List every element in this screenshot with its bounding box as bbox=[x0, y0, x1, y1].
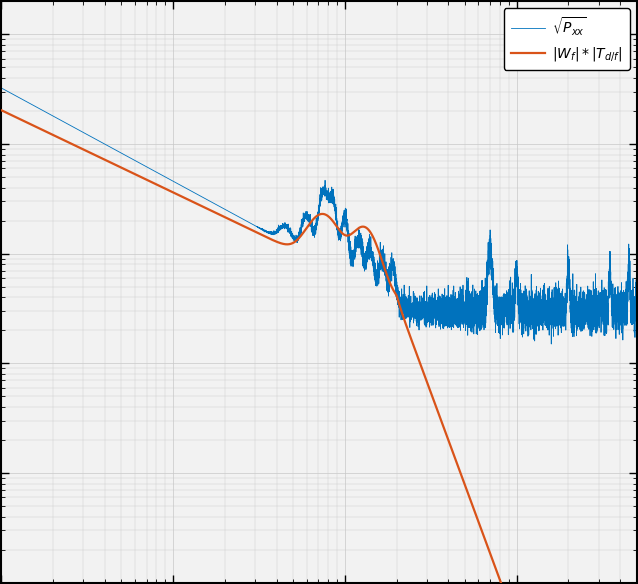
$|W_f| * |T_{d/f}|$ bbox=[0, 107, 5, 114]
$|W_f| * |T_{d/f}|$ bbox=[24, 119, 31, 126]
$\sqrt{P_{xx}}$ bbox=[0, 85, 5, 92]
$\sqrt{P_{xx}}$ bbox=[547, 340, 555, 347]
$\sqrt{P_{xx}}$ bbox=[122, 152, 130, 159]
$|W_f| * |T_{d/f}|$ bbox=[122, 166, 130, 173]
$\sqrt{P_{xx}}$ bbox=[599, 311, 607, 318]
$\sqrt{P_{xx}}$ bbox=[36, 105, 43, 112]
$\sqrt{P_{xx}}$ bbox=[633, 295, 638, 302]
Legend: $\sqrt{P_{xx}}$, $|W_f| * |T_{d/f}|$: $\sqrt{P_{xx}}$, $|W_f| * |T_{d/f}|$ bbox=[503, 8, 630, 70]
$\sqrt{P_{xx}}$ bbox=[24, 99, 31, 106]
$\sqrt{P_{xx}}$ bbox=[308, 229, 316, 236]
$|W_f| * |T_{d/f}|$ bbox=[1, 108, 8, 115]
$|W_f| * |T_{d/f}|$ bbox=[36, 125, 43, 132]
Line: $\sqrt{P_{xx}}$: $\sqrt{P_{xx}}$ bbox=[1, 88, 637, 344]
$|W_f| * |T_{d/f}|$ bbox=[308, 217, 316, 224]
Line: $|W_f| * |T_{d/f}|$: $|W_f| * |T_{d/f}|$ bbox=[1, 110, 637, 584]
$\sqrt{P_{xx}}$ bbox=[1, 86, 8, 93]
